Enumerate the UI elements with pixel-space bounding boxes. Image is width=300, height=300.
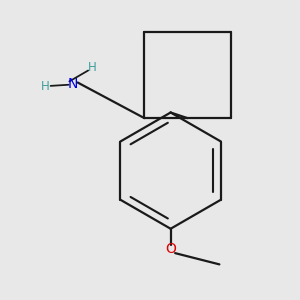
Text: H: H [40,80,50,93]
Text: H: H [88,61,96,74]
Text: N: N [68,77,78,92]
Text: O: O [165,242,176,256]
